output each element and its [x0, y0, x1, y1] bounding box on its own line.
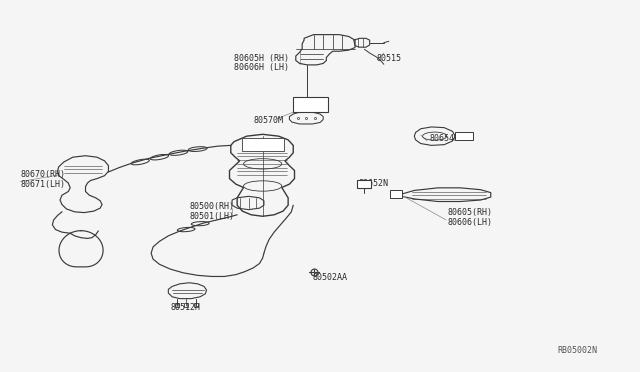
Text: 80605H (RH): 80605H (RH)	[234, 54, 289, 63]
Bar	[357, 180, 371, 188]
Text: RB05002N: RB05002N	[557, 346, 597, 355]
Bar	[243, 138, 284, 151]
Text: 80654N: 80654N	[429, 134, 460, 143]
Text: 80570M: 80570M	[253, 116, 283, 125]
Text: 80671(LH): 80671(LH)	[20, 180, 65, 189]
Text: 80605(RH): 80605(RH)	[447, 208, 492, 217]
Text: 80652N: 80652N	[358, 179, 388, 187]
Text: 80512H: 80512H	[170, 302, 200, 312]
Text: 80501(LH): 80501(LH)	[189, 212, 234, 221]
Text: 80606H (LH): 80606H (LH)	[234, 63, 289, 72]
Text: 80500(RH): 80500(RH)	[189, 202, 234, 211]
Text: 80670(RH): 80670(RH)	[20, 170, 65, 179]
Bar	[390, 190, 401, 198]
Text: 80606(LH): 80606(LH)	[447, 218, 492, 227]
Bar	[293, 97, 328, 112]
Text: 80515: 80515	[376, 54, 401, 63]
Text: 80502AA: 80502AA	[312, 273, 348, 282]
Bar	[455, 132, 473, 140]
